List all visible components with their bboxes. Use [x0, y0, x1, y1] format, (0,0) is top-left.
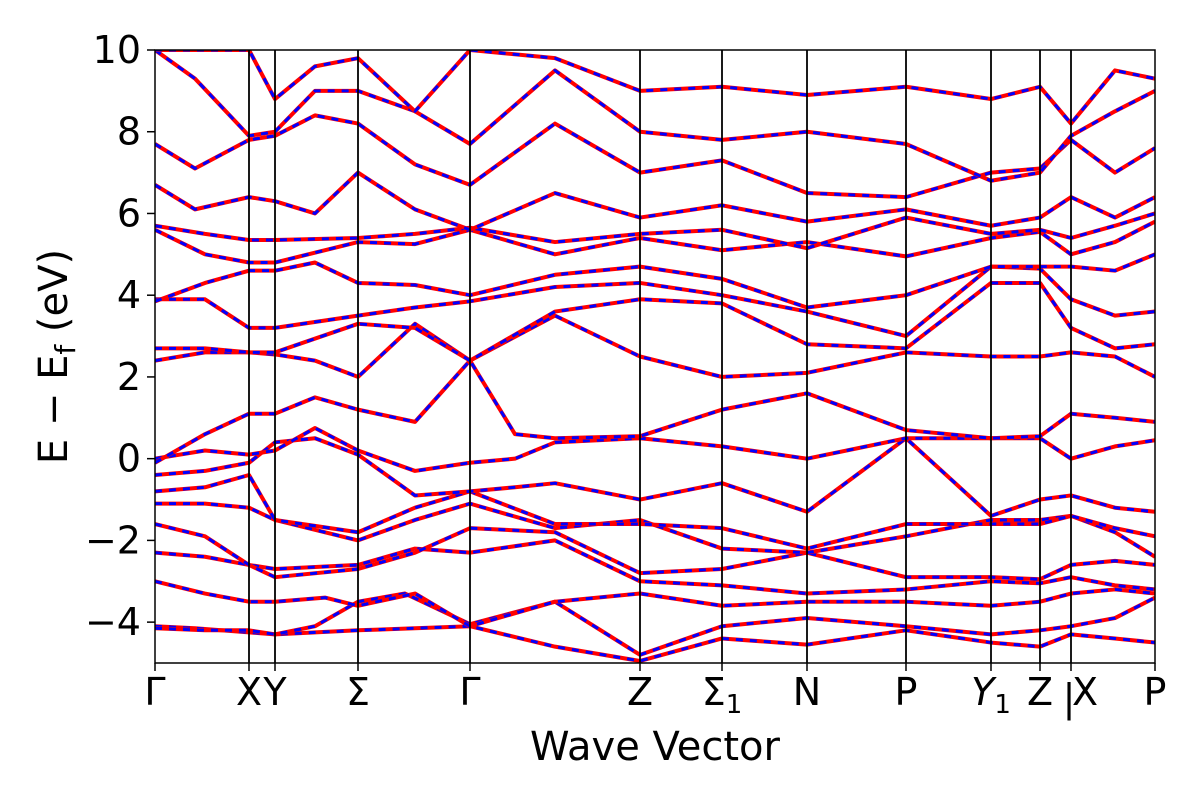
y-tick-label: 0 — [117, 437, 141, 481]
band-overlay-17 — [155, 171, 1155, 232]
high-symmetry-lines — [248, 50, 1072, 663]
band-line-5 — [155, 522, 1155, 582]
plot-frame — [154, 49, 1156, 664]
x-axis-ticks: Γ X Y Σ Γ Z Σ1 N P Y1 Z X| P — [144, 663, 1166, 721]
x-axis-title: Wave Vector — [530, 724, 781, 770]
x-tick-label: Γ — [144, 670, 165, 714]
band-line-4 — [155, 538, 1155, 596]
x-tick-label: Γ — [459, 670, 480, 714]
band-overlay-14 — [155, 252, 1155, 309]
x-tick-label: Y1 — [971, 670, 1011, 720]
bands-layer — [155, 50, 1155, 663]
band-overlay-20 — [155, 50, 1155, 126]
y-axis-title: E − Ef (eV) — [31, 249, 82, 464]
band-overlay-6 — [155, 502, 1155, 559]
x-tick-label: Y — [262, 670, 287, 714]
y-tick-label: −4 — [85, 600, 141, 644]
y-tick-label: 10 — [93, 28, 141, 72]
band-overlay-16 — [155, 212, 1155, 250]
band-line-8 — [155, 436, 1155, 518]
band-overlay-18 — [155, 113, 1155, 199]
x-tick-label: X — [236, 670, 262, 714]
y-tick-label: 6 — [117, 191, 141, 235]
band-overlay-7 — [155, 473, 1155, 551]
band-line-10 — [155, 358, 1155, 465]
x-tick-label: Σ1 — [702, 670, 743, 720]
x-tick-label: Z — [1027, 670, 1053, 714]
band-overlay-10 — [155, 359, 1155, 465]
band-line-17 — [155, 170, 1155, 232]
y-tick-label: −2 — [85, 518, 141, 562]
x-tick-label: N — [793, 670, 821, 714]
band-overlay-9 — [155, 426, 1155, 473]
band-overlay-15 — [155, 220, 1155, 265]
band-line-19 — [155, 50, 1155, 183]
x-tick-label: Σ — [346, 670, 370, 714]
y-tick-label: 2 — [117, 355, 141, 399]
path-break-mark: | — [1063, 676, 1076, 721]
y-tick-label: 4 — [117, 273, 141, 317]
band-line-18 — [155, 113, 1155, 200]
x-tick-label: X — [1072, 670, 1098, 714]
band-overlay-4 — [155, 538, 1155, 596]
band-overlay-3 — [155, 579, 1155, 628]
x-tick-label: Z — [627, 670, 653, 714]
band-line-16 — [155, 211, 1155, 251]
band-overlay-8 — [155, 436, 1155, 518]
y-tick-label: 8 — [117, 110, 141, 154]
band-line-20 — [155, 50, 1155, 126]
x-tick-label: P — [895, 670, 918, 714]
x-tick-label: P — [1144, 670, 1167, 714]
band-overlay-2 — [155, 592, 1155, 657]
y-axis-ticks: −4 −2 0 2 4 6 8 10 — [85, 28, 155, 644]
band-overlay-19 — [155, 50, 1155, 183]
